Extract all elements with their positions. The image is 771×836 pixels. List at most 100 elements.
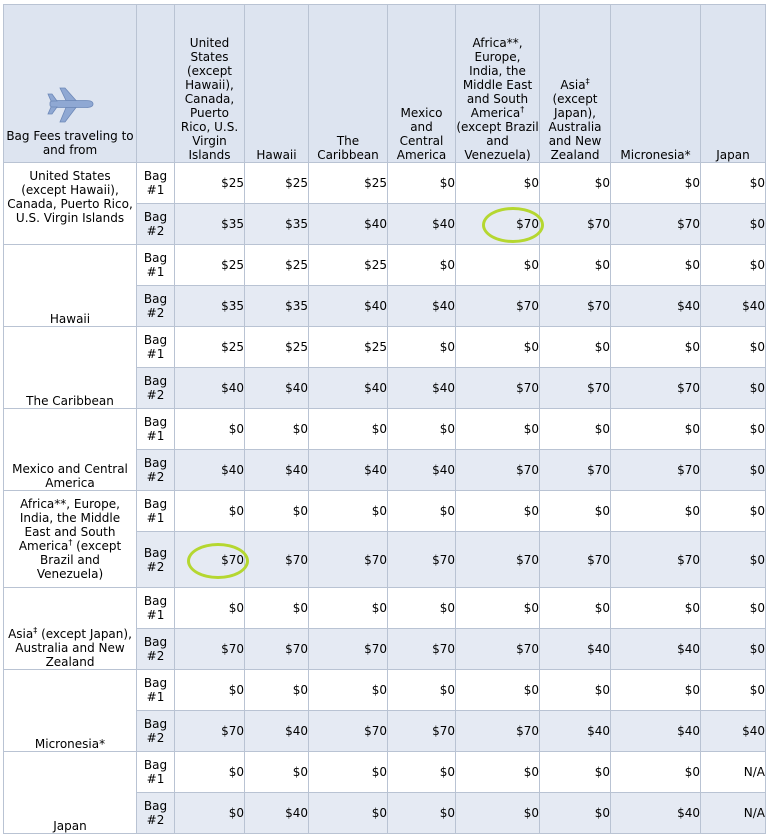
bag-fees-table: Bag Fees traveling to and from United St… <box>3 4 766 834</box>
fee-cell: $40 <box>244 792 309 834</box>
table-row: The Caribbean Bag #1 $25 $25 $25 $0 $0 $0 $0 $0 <box>3 326 766 409</box>
fee-cell: $70 <box>455 203 540 245</box>
fee-cell: $0 <box>387 326 456 368</box>
fee-cell: $0 <box>539 326 611 368</box>
fee-cell: $25 <box>174 162 245 204</box>
fee-cell: $40 <box>387 449 456 491</box>
table-row: United States (except Hawaii), Canada, P… <box>3 162 766 245</box>
corner-label: Bag Fees traveling to and from <box>6 129 134 157</box>
table-row: Hawaii Bag #1 $25 $25 $25 $0 $0 $0 $0 $0 <box>3 244 766 327</box>
col-header-micronesia: Micronesia* <box>610 4 701 163</box>
fee-cell: $0 <box>700 531 766 588</box>
fee-cell: $40 <box>387 285 456 327</box>
fee-cell: $70 <box>610 203 701 245</box>
corner-header-cell: Bag Fees traveling to and from <box>3 4 137 163</box>
fee-cell: $35 <box>244 285 309 327</box>
fee-cell: $40 <box>244 710 309 752</box>
fee-cell: $0 <box>455 326 540 368</box>
fee-cell: $0 <box>610 587 701 629</box>
fee-cell: $35 <box>174 203 245 245</box>
fee-cell: N/A <box>700 792 766 834</box>
fee-cell: $0 <box>539 490 611 532</box>
fee-cell: $0 <box>700 628 766 670</box>
fee-cell: $40 <box>244 449 309 491</box>
fee-cell: N/A <box>700 751 766 793</box>
fee-cell: $0 <box>610 326 701 368</box>
fee-cell: $70 <box>455 531 540 588</box>
bag-number-label: Bag #2 <box>136 285 175 327</box>
bag-number-label: Bag #1 <box>136 669 175 711</box>
fee-cell: $40 <box>174 449 245 491</box>
fee-cell: $40 <box>387 367 456 409</box>
fee-cell: $35 <box>174 285 245 327</box>
fee-cell: $0 <box>700 367 766 409</box>
fee-cell: $25 <box>244 326 309 368</box>
fee-cell: $70 <box>244 531 309 588</box>
fee-cell: $0 <box>308 490 388 532</box>
bag-number-label: Bag #1 <box>136 751 175 793</box>
fee-cell: $0 <box>244 408 309 450</box>
fee-cell: $0 <box>387 244 456 286</box>
fee-cell: $70 <box>308 710 388 752</box>
fee-cell: $0 <box>610 751 701 793</box>
fee-cell: $0 <box>539 792 611 834</box>
fee-cell: $25 <box>174 244 245 286</box>
bag-number-label: Bag #1 <box>136 162 175 204</box>
bag-number-header <box>136 4 175 163</box>
fee-cell: $0 <box>387 751 456 793</box>
fee-cell: $0 <box>308 792 388 834</box>
fee-cell: $70 <box>539 531 611 588</box>
bag-number-label: Bag #2 <box>136 792 175 834</box>
table-row: Bag #2 $35 $35 $40 $40 $70 $70 $70 $0 <box>4 203 766 245</box>
fee-cell: $70 <box>539 203 611 245</box>
fee-cell: $25 <box>244 162 309 204</box>
fee-cell: $70 <box>455 367 540 409</box>
origin-cell-micronesia: Micronesia* <box>3 669 137 752</box>
bag-number-label: Bag #2 <box>136 449 175 491</box>
bag-number-label: Bag #1 <box>136 408 175 450</box>
fee-cell: $70 <box>174 710 245 752</box>
fee-cell: $40 <box>700 710 766 752</box>
bag-number-label: Bag #2 <box>136 531 175 588</box>
fee-cell: $0 <box>244 669 309 711</box>
fee-cell: $0 <box>700 203 766 245</box>
fee-cell: $25 <box>244 244 309 286</box>
fee-cell: $40 <box>387 203 456 245</box>
fee-cell: $0 <box>610 162 701 204</box>
fee-cell: $0 <box>455 490 540 532</box>
fee-cell: $0 <box>539 244 611 286</box>
fee-cell: $0 <box>387 669 456 711</box>
fee-cell: $70 <box>244 628 309 670</box>
fee-cell: $70 <box>610 367 701 409</box>
fee-cell: $0 <box>387 162 456 204</box>
fee-cell: $40 <box>700 285 766 327</box>
fee-cell: $0 <box>387 792 456 834</box>
fee-cell: $70 <box>455 449 540 491</box>
fee-cell: $70 <box>174 531 245 588</box>
fee-cell: $70 <box>610 531 701 588</box>
fee-cell: $70 <box>610 449 701 491</box>
bag-number-label: Bag #1 <box>136 490 175 532</box>
fee-cell: $0 <box>700 408 766 450</box>
fee-cell: $70 <box>387 628 456 670</box>
fee-cell: $70 <box>308 628 388 670</box>
fee-cell: $35 <box>244 203 309 245</box>
fee-cell: $70 <box>539 367 611 409</box>
fee-cell: $70 <box>455 285 540 327</box>
fee-cell: $0 <box>700 326 766 368</box>
fee-cell: $0 <box>455 162 540 204</box>
fee-cell: $0 <box>700 244 766 286</box>
fee-cell: $0 <box>174 408 245 450</box>
fee-cell: $40 <box>539 710 611 752</box>
origin-cell-caribbean: The Caribbean <box>3 326 137 409</box>
fee-cell: $0 <box>244 751 309 793</box>
fee-cell: $40 <box>610 628 701 670</box>
fee-cell: $40 <box>610 285 701 327</box>
fee-cell: $0 <box>610 244 701 286</box>
bag-number-label: Bag #2 <box>136 367 175 409</box>
fee-cell: $70 <box>455 710 540 752</box>
col-header-us-canada: United States (except Hawaii), Canada, P… <box>174 4 245 163</box>
fee-cell: $0 <box>174 490 245 532</box>
origin-cell-mexico: Mexico and Central America <box>3 408 137 491</box>
table-row: Asia‡ (except Japan), Australia and New … <box>3 587 766 670</box>
